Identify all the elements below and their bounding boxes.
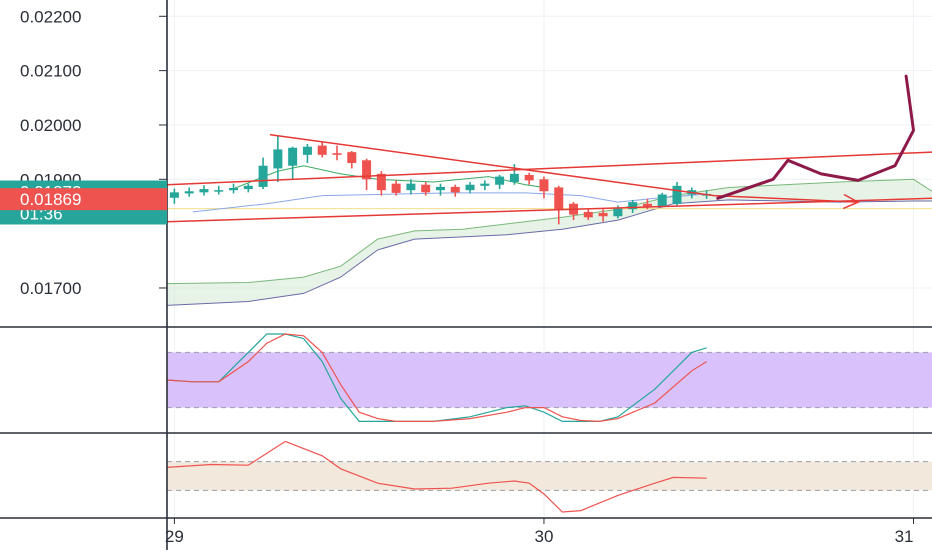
- candle-body: [184, 191, 194, 194]
- price-marker-bg: [0, 188, 167, 211]
- candle-body: [628, 202, 638, 210]
- candle-body: [376, 173, 386, 191]
- projection-path[interactable]: [716, 74, 915, 200]
- candle-body: [169, 192, 179, 198]
- candle-body: [539, 179, 549, 192]
- price-markers: 0.0187201:360.01869: [0, 180, 167, 225]
- candle-body: [288, 147, 298, 166]
- price-marker-label: 0.01869: [20, 190, 81, 209]
- candle-body: [302, 146, 312, 155]
- drawn-trendlines[interactable]: [166, 74, 932, 223]
- candle-body: [229, 187, 239, 191]
- price-tick-label: 0.02200: [20, 7, 81, 26]
- stochastic-band: [167, 352, 932, 408]
- candle-body: [554, 187, 564, 210]
- price-tick-label: 0.02000: [20, 116, 81, 135]
- time-tick-label: 29: [165, 527, 184, 546]
- candle-body: [598, 212, 608, 217]
- time-axis[interactable]: 29 30 31: [165, 518, 915, 546]
- candle-body: [214, 190, 224, 192]
- candle-body: [391, 183, 401, 193]
- indicator-lines: [166, 333, 707, 513]
- grid-lines: [167, 0, 932, 518]
- ichimoku-overlays: [166, 165, 932, 306]
- candle-body: [450, 186, 460, 193]
- candle-body: [657, 194, 667, 207]
- candle-body: [642, 203, 652, 207]
- cloud-upper-line: [166, 178, 932, 285]
- time-tick-label: 30: [534, 527, 553, 546]
- candle-body: [243, 185, 253, 190]
- indicator-bands: [167, 351, 932, 491]
- ichimoku-cloud: [167, 179, 932, 306]
- conversion-line: [192, 192, 707, 213]
- stochastic-line: [166, 333, 707, 423]
- candle-body: [421, 184, 431, 193]
- price-tick-label: 0.02100: [20, 62, 81, 81]
- candlestick-series: [169, 135, 712, 225]
- candle-body: [347, 152, 357, 163]
- candle-body: [317, 145, 327, 155]
- candle-body: [583, 211, 593, 218]
- arrow-head: [843, 193, 860, 210]
- candle-body: [672, 185, 682, 204]
- candle-body: [199, 189, 209, 193]
- ascending-trendline-upper[interactable]: [166, 151, 932, 186]
- candle-body: [465, 184, 475, 191]
- price-tick-label: 0.01700: [20, 279, 81, 298]
- candle-body: [273, 149, 283, 169]
- candle-body: [362, 160, 372, 180]
- candle-body: [406, 183, 416, 191]
- rsi-line: [166, 440, 707, 513]
- candle-body: [332, 153, 342, 155]
- candle-body: [435, 186, 445, 191]
- candle-body: [613, 208, 623, 217]
- candle-body: [495, 176, 505, 185]
- candle-body: [509, 173, 519, 183]
- candle-body: [480, 183, 490, 186]
- descending-trendline[interactable]: [269, 133, 859, 203]
- candle-body: [524, 174, 534, 181]
- rsi-band: [167, 461, 932, 491]
- ascending-trendline-lower[interactable]: [166, 197, 932, 223]
- time-tick-label: 31: [895, 527, 914, 546]
- candle-body: [258, 165, 268, 187]
